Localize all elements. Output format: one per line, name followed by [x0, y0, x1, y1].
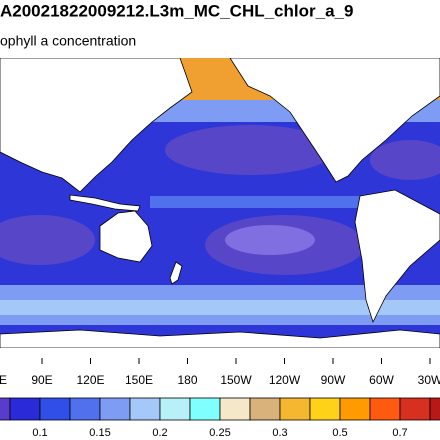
colorbar-label: 0.5 [332, 427, 347, 439]
colorbar-label: 0.1 [32, 427, 47, 439]
colorbar-box [69, 397, 101, 421]
colorbar-box [309, 397, 341, 421]
colorbar-label: 0.2 [152, 427, 167, 439]
colorbar-box [369, 397, 401, 421]
colorbar-label: 0.15 [89, 427, 110, 439]
lon-label: 90W [321, 373, 346, 387]
lon-label: 30W [418, 373, 440, 387]
colorbar-box [189, 397, 221, 421]
lon-label: E [0, 373, 7, 387]
lon-label: 120W [269, 373, 301, 387]
colorbar-box [249, 397, 281, 421]
lon-label: 150W [220, 373, 252, 387]
map [0, 58, 440, 348]
north-pacific-gyre [165, 125, 335, 175]
colorbar-box [399, 397, 431, 421]
lon-label: 120E [76, 373, 104, 387]
subtitle: ophyll a concentration [0, 33, 136, 49]
colorbar-box [39, 397, 71, 421]
colorbar-box [0, 397, 11, 421]
antarctica [0, 329, 440, 348]
colorbar-label: 0.25 [209, 427, 230, 439]
north-america [229, 58, 440, 183]
title: A20021822009212.L3m_MC_CHL_chlor_a_9 [0, 1, 353, 20]
south-pacific-core [225, 225, 315, 255]
new-zealand [169, 261, 183, 285]
colorbar-label: 0.3 [272, 427, 287, 439]
indonesia [69, 194, 141, 212]
colorbar-box [219, 397, 251, 421]
lon-label: 90E [31, 373, 52, 387]
southern-ocean-inner [0, 300, 440, 315]
colorbar-box [279, 397, 311, 421]
colorbar-box [99, 397, 131, 421]
colorbar-box [429, 397, 440, 421]
longitude-axis: E 90E 120E 150E 180 150W 120W 90W 60W 30W [0, 358, 440, 387]
south-america [354, 189, 440, 324]
north-atlantic-gyre [370, 140, 440, 180]
colorbar-box [9, 397, 41, 421]
equatorial-band [150, 196, 370, 208]
lon-label: 180 [177, 373, 197, 387]
colorbar: 0.1 0.15 0.2 0.25 0.3 0.5 0.7 [0, 397, 440, 439]
australia [99, 210, 153, 263]
colorbar-box [159, 397, 191, 421]
lon-label: 60W [369, 373, 394, 387]
colorbar-box [339, 397, 371, 421]
indian-gyre [0, 215, 95, 265]
lon-label: 150E [125, 373, 153, 387]
colorbar-label: 0.7 [392, 427, 407, 439]
eurasia [0, 58, 193, 193]
colorbar-box [129, 397, 161, 421]
